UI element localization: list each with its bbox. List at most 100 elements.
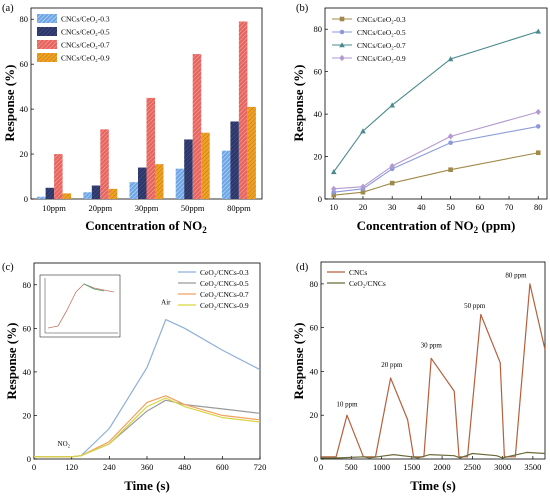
y-tick-label-d: 0 bbox=[314, 454, 318, 464]
legend-label: CNCs/CeO₂-0.7 bbox=[357, 41, 406, 50]
bar bbox=[45, 187, 55, 199]
panel-a: (a) Concentration of NO2 Response (%) 0 2… bbox=[2, 3, 263, 235]
bar bbox=[155, 164, 164, 199]
x-tick-label-b: 30 bbox=[388, 202, 397, 212]
legend-label: CeO₂/CNCs-0.7 bbox=[200, 290, 249, 299]
legend-swatch bbox=[37, 53, 57, 62]
x-tick-label-d: 3000 bbox=[494, 462, 511, 472]
x-tick-label-b: 60 bbox=[476, 202, 485, 212]
annotation: NO₂ bbox=[58, 440, 71, 448]
x-tick-label-c: 120 bbox=[65, 462, 78, 472]
bar bbox=[108, 188, 118, 199]
data-point bbox=[330, 185, 337, 192]
data-point bbox=[389, 163, 395, 170]
legend-label: CeO₂/CNCs-0.9 bbox=[200, 301, 249, 310]
legend-label: CeO₂/CNCs bbox=[349, 279, 386, 288]
x-tick-label-c: 720 bbox=[254, 462, 267, 472]
y-tick-label-b: 0 bbox=[318, 194, 322, 204]
y-tick-label-c: 40 bbox=[23, 367, 32, 377]
data-point bbox=[389, 102, 395, 108]
data-point bbox=[360, 128, 366, 134]
bar bbox=[175, 168, 185, 199]
y-tick-label-c: 20 bbox=[23, 410, 32, 420]
bar bbox=[230, 121, 239, 199]
y-tick-label-b: 80 bbox=[314, 24, 323, 34]
bar bbox=[129, 182, 138, 199]
data-point bbox=[447, 133, 454, 140]
x-tick-label-d: 500 bbox=[345, 462, 358, 472]
x-axis-label-b: Concentration of NO2 (ppm) bbox=[357, 218, 516, 235]
legend-label: CNCs/CeO₂-0.7 bbox=[61, 41, 110, 50]
x-axis-label-d: Time (s) bbox=[410, 478, 456, 493]
bar bbox=[192, 54, 202, 200]
x-tick-label-c: 360 bbox=[141, 462, 154, 472]
y-tick-label-a: 60 bbox=[20, 59, 29, 69]
data-point bbox=[535, 150, 541, 156]
series-line bbox=[333, 30, 539, 173]
bar bbox=[100, 129, 109, 199]
x-tick-label-b: 20 bbox=[359, 202, 368, 212]
x-tick-label-d: 1000 bbox=[373, 462, 390, 472]
x-tick-label-a: 20ppm bbox=[88, 203, 112, 213]
bar bbox=[138, 167, 147, 199]
y-tick-label-b: 60 bbox=[314, 67, 323, 77]
x-tick-label-d: 0 bbox=[319, 462, 323, 472]
y-axis-label-a: Response (%) bbox=[2, 65, 17, 142]
y-axis-label-b: Response (%) bbox=[291, 65, 306, 142]
series-line bbox=[34, 319, 261, 458]
plot-frame-b bbox=[324, 7, 548, 200]
data-point bbox=[331, 192, 337, 198]
data-point bbox=[331, 189, 337, 195]
plot-frame-d bbox=[320, 261, 546, 460]
annotation: 20 ppm bbox=[381, 361, 403, 369]
data-point bbox=[339, 54, 345, 62]
bar bbox=[184, 139, 193, 199]
x-tick-label-a: 50ppm bbox=[181, 203, 205, 213]
bar bbox=[62, 193, 72, 199]
data-point bbox=[535, 124, 541, 129]
data-point bbox=[339, 29, 345, 35]
x-tick-label-c: 480 bbox=[178, 462, 191, 472]
y-tick-label-a: 0 bbox=[24, 194, 28, 204]
panel-d: (d) Time (s) Response (%) 0 20 40 60 80 0 500 1… bbox=[291, 261, 546, 493]
y-tick-label-d: 20 bbox=[310, 410, 319, 420]
bar bbox=[37, 196, 46, 199]
y-tick-label-c: 0 bbox=[27, 454, 31, 464]
y-axis-label-c: Response (%) bbox=[4, 323, 19, 400]
data-point bbox=[448, 167, 453, 173]
annotation: 30 ppm bbox=[421, 341, 443, 349]
x-axis-label-c: Time (s) bbox=[124, 478, 170, 493]
y-tick-label-a: 40 bbox=[20, 104, 29, 114]
annotation: 10 ppm bbox=[336, 400, 358, 408]
y-tick-label-b: 20 bbox=[314, 152, 323, 162]
bar bbox=[238, 21, 248, 199]
x-axis-label-a: Concentration of NO2 bbox=[85, 218, 207, 235]
annotation: 80 ppm bbox=[505, 271, 527, 279]
y-tick-label-d: 60 bbox=[310, 323, 319, 333]
legend-swatch bbox=[37, 27, 57, 36]
data-point bbox=[389, 180, 395, 186]
x-tick-label-d: 1500 bbox=[403, 462, 420, 472]
x-tick-label-d: 3500 bbox=[524, 462, 541, 472]
y-tick-label-a: 20 bbox=[20, 149, 29, 159]
bar bbox=[83, 192, 92, 199]
x-tick-label-b: 50 bbox=[446, 202, 455, 212]
series-line bbox=[34, 397, 261, 458]
panel-b: (b) Concentration of NO2 (ppm) Response … bbox=[291, 3, 548, 235]
x-tick-label-b: 70 bbox=[505, 202, 514, 212]
panel-label-a: (a) bbox=[2, 3, 14, 14]
bar bbox=[221, 150, 231, 199]
series-line bbox=[321, 451, 546, 459]
annotation: 50 ppm bbox=[464, 302, 486, 310]
bar bbox=[91, 185, 101, 199]
legend-label: CNCs/CeO₂-0.5 bbox=[357, 28, 406, 37]
x-tick-label-a: 30ppm bbox=[135, 203, 159, 213]
data-point bbox=[535, 108, 542, 116]
legend-label: CNCs/CeO₂-0.9 bbox=[357, 54, 406, 63]
data-point bbox=[448, 140, 453, 146]
data-point bbox=[360, 189, 366, 195]
x-tick-label-c: 600 bbox=[216, 462, 229, 472]
data-point bbox=[447, 56, 454, 62]
legend-label: CNCs/CeO₂-0.3 bbox=[357, 15, 406, 24]
